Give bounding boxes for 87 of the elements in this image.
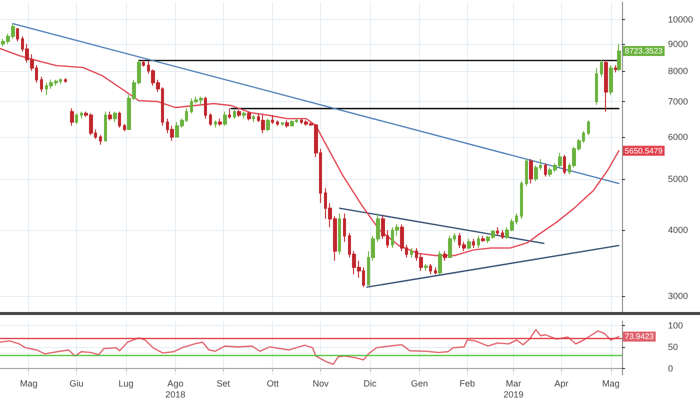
annotation: 73.9423 [624,332,654,342]
candlestick [204,96,207,120]
candlestick [595,68,598,106]
candlestick [16,27,19,42]
candlestick [228,108,231,120]
candlestick [609,64,613,96]
candlestick [472,238,475,248]
candlestick [104,111,107,142]
annotation: 8723.3523 [624,46,664,56]
candlestick [614,64,617,73]
candlestick [520,180,523,220]
candlestick [467,238,471,250]
candlestick [525,158,528,186]
candlestick [252,114,255,123]
candlestick [64,78,67,84]
candlestick [123,123,126,132]
y-tick-label: 100 [668,320,684,330]
candlestick [80,111,83,120]
candlestick [99,134,102,146]
candlestick [477,235,480,248]
candlestick [266,118,270,132]
candlestick [410,247,413,258]
candlestick [434,266,437,275]
candlestick [113,111,117,123]
candlestick [75,112,78,124]
candlestick [290,120,294,128]
x-tick-label: Apr [554,378,568,388]
candlestick [438,250,442,275]
x-tick-label: Mag [602,378,620,388]
x-tick-label: Set [216,378,231,388]
y-tick-label: 5000 [668,174,688,184]
x-tick-label: Dic [364,378,378,388]
candlestick [544,162,547,178]
candlestick [587,120,590,136]
candlestick [223,111,227,126]
candlestick [529,158,533,184]
x-tick-label: Ott [266,378,280,388]
y-tick-label: 10000 [668,14,694,25]
candlestick [118,111,121,128]
candlestick [343,212,346,242]
candlestick [496,226,499,236]
y-tick-label: 6000 [668,132,688,142]
candlestick [429,264,432,275]
candlestick [209,112,212,126]
candlestick [338,212,341,255]
y-tick-label: 8000 [668,66,688,76]
candlestick [271,114,274,124]
candlestick [233,109,236,120]
candlestick [563,154,566,175]
candlestick [600,59,603,78]
y-tick-label: 3000 [668,291,688,302]
candlestick [604,59,608,112]
line-series [0,48,620,256]
candlestick [617,43,621,72]
candlestick [108,111,112,121]
x-tick-label: Giu [70,378,84,388]
candlestick [481,235,485,242]
candlestick [424,264,428,272]
annotation: 5650.5479 [624,146,664,156]
x-tick-label: Mar 2019 [504,378,524,400]
x-tick-label: Ago 2018 [165,378,186,400]
candlestick [237,109,241,118]
candlestick [70,108,74,126]
x-tick-label: Gen [410,378,428,388]
candlestick [142,59,145,68]
candlestick [285,120,289,128]
candlestick [261,114,265,134]
candlestick [276,120,279,126]
candlestick [448,235,452,258]
x-tick-label: Feb [460,378,476,388]
candlestick [501,230,504,240]
x-tick-label: Nov [312,378,330,388]
y-tick-label: 9000 [668,38,688,49]
candlestick [247,111,251,121]
x-tick-label: Lug [118,378,134,388]
y-tick-label: 4000 [668,225,688,236]
line-series [0,328,620,365]
candlestick [281,122,284,126]
y-tick-label: 7000 [668,96,688,107]
x-tick-label: Mag [20,378,38,388]
candlestick [40,76,43,92]
candlestick [218,118,222,126]
y-tick-label: 50 [668,342,678,352]
candlestick [214,120,217,128]
candlestick [443,250,447,262]
y-tick-label: 0 [668,364,674,374]
candlestick [242,111,246,120]
